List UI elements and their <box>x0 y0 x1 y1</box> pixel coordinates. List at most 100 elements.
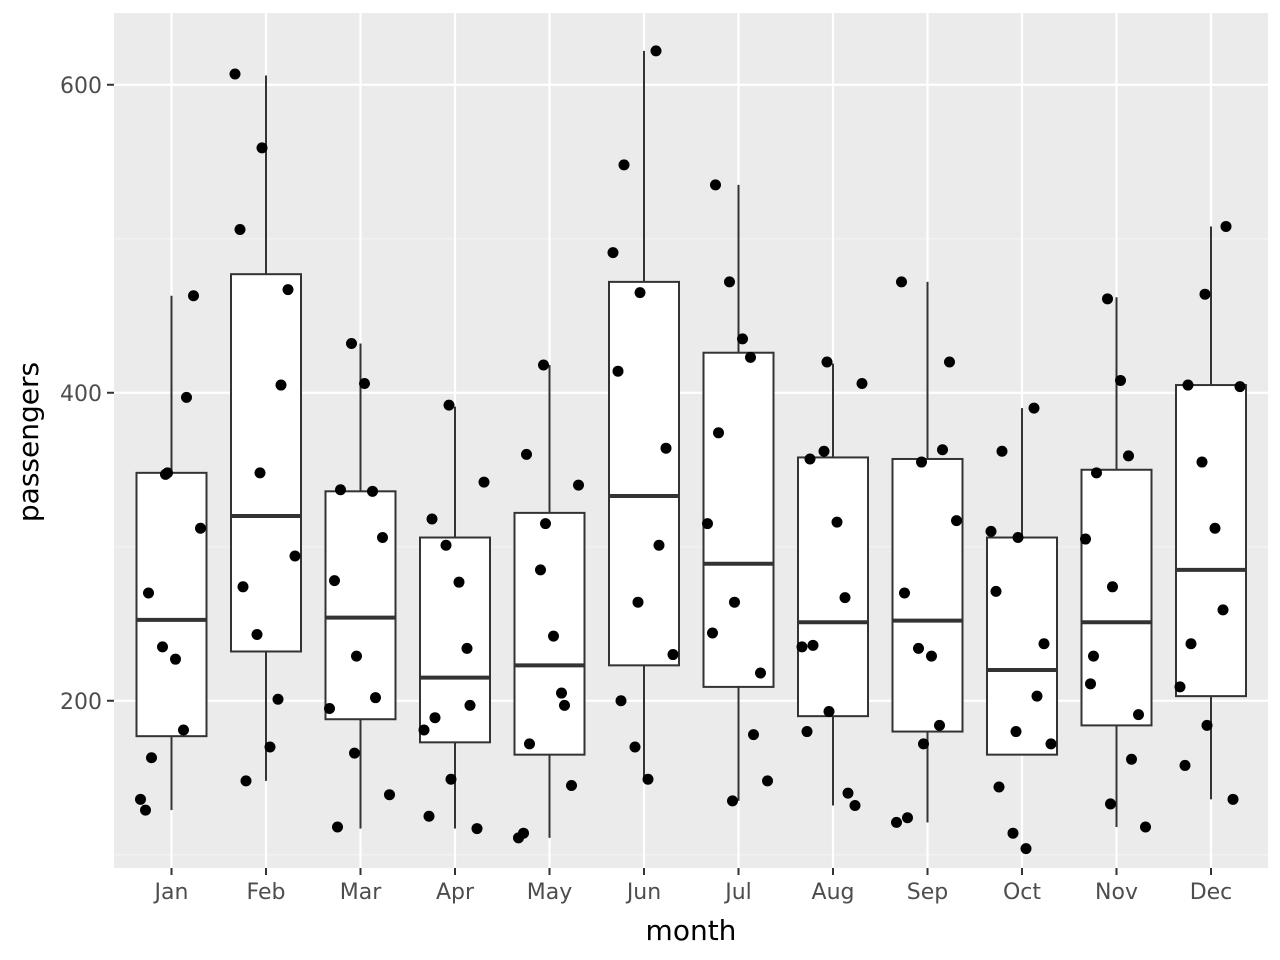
data-point <box>634 287 646 299</box>
data-point <box>807 639 819 651</box>
box-iqr <box>419 536 491 744</box>
data-point <box>188 290 199 302</box>
data-point <box>181 391 192 403</box>
data-point <box>1220 220 1232 232</box>
data-point <box>1031 690 1043 702</box>
data-point <box>275 379 287 391</box>
data-point <box>727 795 738 807</box>
box-iqr <box>324 490 397 721</box>
data-point <box>618 159 630 171</box>
data-point <box>518 827 529 839</box>
data-point <box>443 399 455 411</box>
x-tick-label-nov: Nov <box>1095 880 1138 905</box>
x-axis-title: month <box>646 914 737 947</box>
data-point <box>332 821 343 833</box>
data-point <box>559 699 570 711</box>
data-point <box>264 741 276 753</box>
data-point <box>737 333 748 345</box>
x-tick-label-jul: Jul <box>723 880 752 905</box>
data-point <box>1020 843 1032 855</box>
data-point <box>1107 581 1118 593</box>
x-tick-label-sep: Sep <box>907 880 948 905</box>
data-point <box>135 793 146 805</box>
data-point <box>367 485 378 497</box>
box-iqr <box>230 273 302 653</box>
data-point <box>170 653 181 665</box>
data-point <box>724 276 735 288</box>
data-point <box>429 712 441 724</box>
data-point <box>1007 827 1019 839</box>
data-point <box>143 587 154 599</box>
data-point <box>272 693 284 705</box>
data-point <box>251 629 263 641</box>
data-point <box>445 773 457 785</box>
data-point <box>934 719 945 731</box>
data-point <box>891 816 902 828</box>
data-point <box>157 641 168 653</box>
box-iqr <box>135 471 208 738</box>
data-point <box>440 539 452 551</box>
data-point <box>1088 650 1099 662</box>
data-point <box>899 587 910 599</box>
data-point <box>653 539 665 551</box>
data-point <box>1209 522 1221 534</box>
data-point <box>1201 719 1213 731</box>
data-point <box>607 247 619 259</box>
data-point <box>702 518 713 530</box>
y-axis-title: passengers <box>12 362 45 522</box>
data-point <box>573 479 584 491</box>
y-tick-label: 200 <box>60 690 102 715</box>
data-point <box>240 775 252 787</box>
box-layer <box>135 50 1247 838</box>
data-point <box>535 564 546 576</box>
data-point <box>615 695 627 707</box>
data-point <box>762 775 773 787</box>
box-aug <box>797 363 869 806</box>
y-tick-label: 600 <box>60 74 102 99</box>
data-point <box>849 799 861 811</box>
data-point <box>471 823 483 835</box>
data-point <box>993 781 1005 793</box>
data-point <box>384 789 395 801</box>
data-point <box>423 810 435 822</box>
data-point <box>1227 793 1239 805</box>
data-point <box>944 356 955 368</box>
data-point <box>1102 293 1113 305</box>
data-point <box>821 356 833 368</box>
data-point <box>796 641 808 653</box>
data-point <box>146 752 157 764</box>
data-point <box>359 378 370 390</box>
x-tick-label-mar: Mar <box>340 880 382 905</box>
data-point <box>951 515 962 527</box>
data-point <box>335 484 346 496</box>
data-point <box>1012 532 1024 544</box>
data-point <box>351 650 362 662</box>
data-point <box>540 518 551 530</box>
grid-minor <box>114 238 1268 856</box>
data-point <box>1185 638 1197 650</box>
data-point <box>1123 450 1134 462</box>
data-point <box>1115 374 1126 386</box>
data-point <box>377 532 388 544</box>
box-iqr <box>797 456 869 718</box>
x-axis-ticks: Jan Feb Mar Apr May Jun Jul Aug Sep Oct Nov Dec <box>153 868 1233 905</box>
data-point <box>804 453 816 465</box>
box-mar <box>324 343 397 829</box>
data-point <box>1085 678 1096 690</box>
data-point <box>1182 379 1194 391</box>
data-point <box>642 773 654 785</box>
points-layer <box>135 45 1246 855</box>
x-tick-label-dec: Dec <box>1190 880 1233 905</box>
data-point <box>418 724 430 736</box>
data-point <box>229 68 241 80</box>
data-point <box>289 550 301 562</box>
data-point <box>996 445 1008 457</box>
data-point <box>667 649 679 661</box>
data-point <box>729 596 740 608</box>
data-point <box>801 726 813 738</box>
x-tick-label-jan: Jan <box>153 880 189 905</box>
data-point <box>632 596 644 608</box>
data-point <box>140 804 151 816</box>
data-point <box>478 476 490 488</box>
